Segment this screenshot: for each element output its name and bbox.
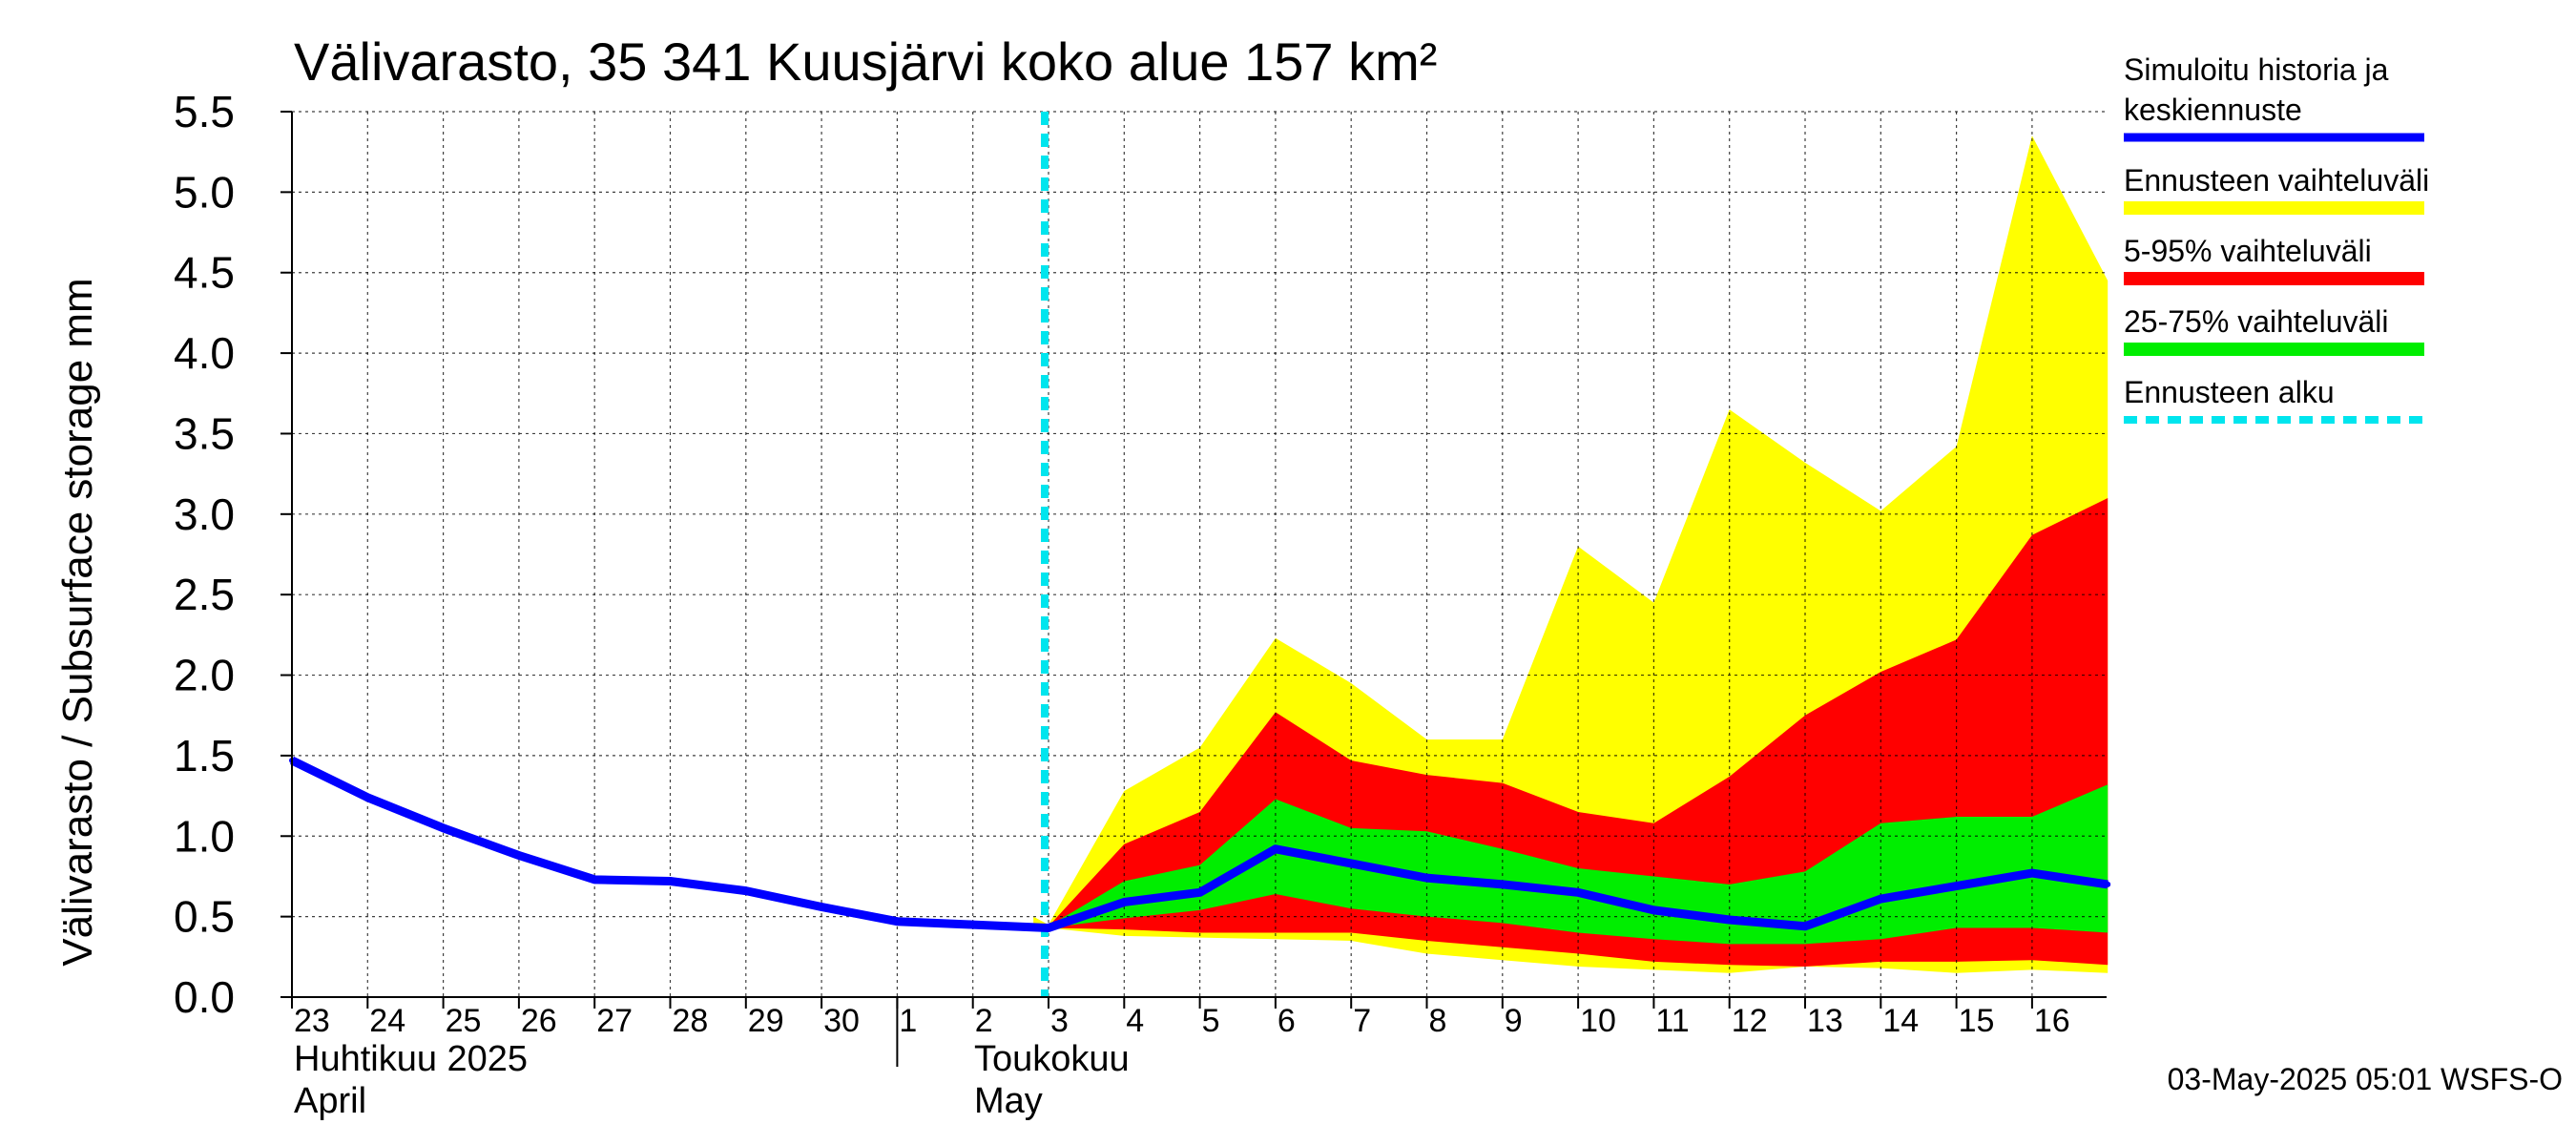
- band-2: [1049, 784, 2109, 945]
- median-point-24: [2105, 881, 2111, 887]
- x-tick-label: 11: [1655, 1003, 1689, 1039]
- legend-label: Ennusteen alku: [2124, 375, 2335, 409]
- y-axis: 0.0 0.5 1.0 1.5 2.0 2.5 3.0 3.5 4.0 4.5 5.0 5.5: [174, 87, 292, 1022]
- x-tick-label: 13: [1807, 1003, 1843, 1039]
- x-tick-label: 3: [1050, 1003, 1069, 1039]
- month-label-en: May: [974, 1081, 1043, 1121]
- median-point-12: [1196, 889, 1203, 896]
- x-tick-label: 12: [1732, 1003, 1768, 1039]
- x-tick-label: 15: [1959, 1003, 1995, 1039]
- median-point-16: [1499, 881, 1506, 887]
- median-point-20: [1802, 923, 1808, 929]
- median-point-19: [1726, 917, 1733, 924]
- month-label-fi: Huhtikuu 2025: [294, 1039, 528, 1079]
- median-point-3: [515, 852, 522, 859]
- x-tick-label: 25: [446, 1003, 482, 1039]
- legend: Simuloitu historia ja keskiennuste Ennuste…: [2124, 52, 2429, 424]
- x-tick-label: 9: [1505, 1003, 1523, 1039]
- x-tick-label: 7: [1353, 1003, 1371, 1039]
- x-axis: 23 24 25 26 27 28 29 30 1 2 3 4 5 6 7 8 9 10 11 12 13 14 15 16H…: [291, 997, 2070, 1121]
- y-tick-label: 1.0: [174, 811, 235, 861]
- x-tick-label: 30: [823, 1003, 860, 1039]
- month-label-fi: Toukokuu: [974, 1039, 1130, 1079]
- y-tick-label: 0.0: [174, 972, 235, 1022]
- median-point-18: [1651, 906, 1657, 913]
- x-tick-label: 16: [2034, 1003, 2070, 1039]
- median-point-7: [819, 904, 825, 910]
- footer-timestamp: 03-May-2025 05:01 WSFS-O: [2168, 1062, 2563, 1096]
- x-tick-label: 28: [673, 1003, 709, 1039]
- median-point-13: [1272, 845, 1278, 852]
- y-tick-label: 5.5: [174, 87, 235, 136]
- median-point-15: [1423, 875, 1430, 882]
- x-tick-label: 23: [294, 1003, 330, 1039]
- x-tick-label: 2: [975, 1003, 993, 1039]
- x-tick-label: 26: [521, 1003, 557, 1039]
- y-tick-label: 0.5: [174, 892, 235, 942]
- y-axis-label: Välivarasto / Subsurface storage mm: [54, 278, 101, 966]
- y-tick-label: 3.5: [174, 408, 235, 458]
- median-point-4: [592, 876, 598, 883]
- x-tick-label: 1: [899, 1003, 917, 1039]
- y-tick-label: 5.0: [174, 167, 235, 217]
- median-point-11: [1121, 899, 1128, 906]
- x-tick-label: 14: [1882, 1003, 1919, 1039]
- x-tick-label: 8: [1429, 1003, 1447, 1039]
- y-tick-label: 2.0: [174, 651, 235, 700]
- median-point-6: [742, 887, 749, 894]
- median-point-14: [1348, 860, 1355, 866]
- median-point-2: [440, 824, 447, 831]
- legend-label: 25-75% vaihteluväli: [2124, 304, 2389, 339]
- median-point-9: [969, 922, 976, 928]
- x-tick-label: 10: [1580, 1003, 1616, 1039]
- median-point-22: [1953, 883, 1960, 889]
- x-tick-label: 5: [1202, 1003, 1220, 1039]
- median-point-10: [1046, 925, 1051, 931]
- legend-label: Simuloitu historia ja: [2124, 52, 2389, 87]
- median-point-1: [364, 794, 371, 801]
- chart-title: Välivarasto, 35 341 Kuusjärvi koko alue …: [294, 31, 1437, 92]
- y-tick-label: 3.0: [174, 489, 235, 539]
- legend-label: 5-95% vaihteluväli: [2124, 234, 2372, 268]
- median-line: [289, 756, 2111, 932]
- forecast-bands: [1033, 135, 2109, 973]
- x-tick-label: 27: [596, 1003, 633, 1039]
- month-label-en: April: [294, 1081, 366, 1121]
- x-tick-label: 6: [1278, 1003, 1296, 1039]
- legend-label: Ennusteen vaihteluväli: [2124, 163, 2429, 198]
- y-tick-label: 2.5: [174, 570, 235, 619]
- x-tick-label: 4: [1126, 1003, 1144, 1039]
- median-point-23: [2028, 870, 2035, 877]
- y-tick-label: 1.5: [174, 731, 235, 781]
- legend-label: keskiennuste: [2124, 93, 2302, 127]
- median-point-5: [667, 878, 674, 885]
- y-tick-label: 4.5: [174, 248, 235, 298]
- median-point-21: [1878, 896, 1884, 903]
- x-tick-label: 24: [369, 1003, 405, 1039]
- y-tick-label: 4.0: [174, 328, 235, 378]
- median-point-8: [894, 918, 901, 925]
- median-point-17: [1575, 889, 1582, 896]
- x-tick-label: 29: [748, 1003, 784, 1039]
